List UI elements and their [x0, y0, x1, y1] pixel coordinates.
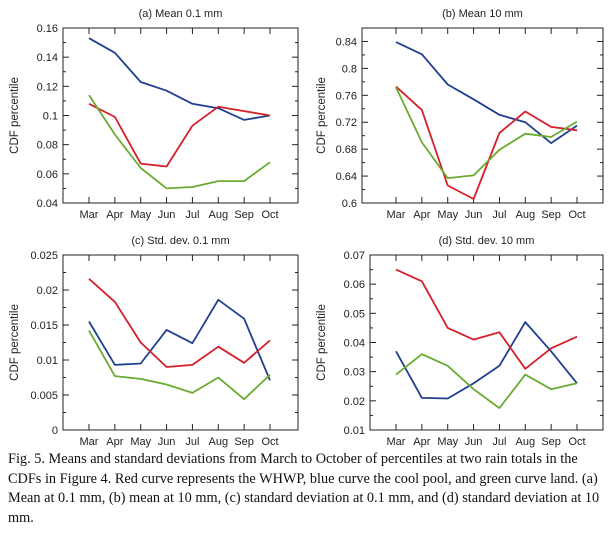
- x-tick-label: Oct: [568, 436, 585, 448]
- y-tick-label: 0.04: [37, 198, 58, 210]
- plot-frame: [369, 254, 604, 431]
- x-tick-label: Jul: [185, 209, 199, 221]
- y-tick-label: 0.14: [37, 52, 58, 64]
- figure-panels: (a) Mean 0.1 mm 0.04 0.06 0.08 0.1 0.12 0.14 0.…: [9, 8, 604, 448]
- y-tick-label: 0: [52, 425, 58, 437]
- plot-frame: [361, 27, 604, 204]
- x-tick-label: May: [437, 209, 458, 221]
- x-tick-label: Jun: [465, 436, 483, 448]
- x-tick-label: Oct: [568, 209, 585, 221]
- series-line-blue: [395, 321, 578, 400]
- series-line-green: [88, 94, 271, 190]
- y-tick-label: 0.8: [342, 63, 357, 75]
- chart-panel-a: (a) Mean 0.1 mm 0.04 0.06 0.08 0.1 0.12 0.14 0.…: [9, 8, 299, 221]
- x-tick-label: Sep: [541, 436, 561, 448]
- x-tick-label: Sep: [234, 209, 254, 221]
- series-line-blue: [395, 41, 578, 145]
- series-line-red: [395, 85, 578, 200]
- y-tick-label: 0.16: [37, 23, 58, 35]
- y-tick-label: 0.025: [30, 250, 58, 262]
- y-tick-label: 0.12: [37, 81, 58, 93]
- y-tick-label: 0.04: [344, 338, 365, 350]
- series-line-green: [88, 330, 271, 401]
- x-tick-label: Jul: [492, 436, 506, 448]
- x-tick-label: Jun: [465, 209, 483, 221]
- x-tick-label: Oct: [261, 436, 278, 448]
- y-tick-label: 0.1: [43, 111, 58, 123]
- y-tick-label: 0.6: [342, 198, 357, 210]
- x-tick-label: May: [130, 436, 151, 448]
- x-tick-label: Aug: [208, 436, 228, 448]
- series-line-green: [395, 353, 578, 410]
- y-tick-label: 0.005: [30, 390, 58, 402]
- x-tick-label: Sep: [234, 436, 254, 448]
- x-tick-label: Jun: [158, 209, 176, 221]
- series-line-red: [395, 268, 578, 370]
- y-axis-label: CDF percentile: [316, 77, 328, 154]
- x-tick-label: May: [130, 209, 151, 221]
- y-tick-label: 0.84: [336, 36, 357, 48]
- chart-panel-c: (c) Std. dev. 0.1 mm 0 0.005 0.01 0.015 0.02 0…: [9, 235, 299, 448]
- y-tick-label: 0.76: [336, 90, 357, 102]
- x-tick-label: Apr: [106, 209, 123, 221]
- y-tick-label: 0.02: [37, 285, 58, 297]
- x-tick-label: Apr: [413, 209, 430, 221]
- y-tick-label: 0.64: [336, 171, 357, 183]
- y-tick-label: 0.07: [344, 250, 365, 262]
- y-tick-label: 0.03: [344, 367, 365, 379]
- y-tick-label: 0.06: [344, 279, 365, 291]
- series-line-blue: [88, 298, 271, 381]
- y-tick-label: 0.01: [344, 425, 365, 437]
- x-tick-label: Apr: [413, 436, 430, 448]
- chart-title: (c) Std. dev. 0.1 mm: [131, 235, 229, 247]
- series-line-red: [88, 278, 271, 368]
- x-tick-label: Jul: [492, 209, 506, 221]
- x-tick-label: Oct: [261, 209, 278, 221]
- series-line-red: [88, 102, 271, 168]
- chart-title: (b) Mean 10 mm: [442, 8, 523, 20]
- chart-panel-d: (d) Std. dev. 10 mm 0.01 0.02 0.03 0.04 0.05 0…: [316, 235, 604, 448]
- x-tick-label: Apr: [106, 436, 123, 448]
- x-tick-label: Aug: [208, 209, 228, 221]
- y-tick-label: 0.72: [336, 117, 357, 129]
- y-tick-label: 0.01: [37, 355, 58, 367]
- x-tick-label: Aug: [515, 436, 535, 448]
- y-tick-label: 0.05: [344, 308, 365, 320]
- y-axis-label: CDF percentile: [9, 304, 21, 381]
- y-axis-label: CDF percentile: [316, 304, 328, 381]
- x-tick-label: Mar: [387, 436, 406, 448]
- y-tick-label: 0.015: [30, 320, 58, 332]
- chart-title: (a) Mean 0.1 mm: [139, 8, 223, 20]
- plot-frame: [62, 27, 299, 204]
- y-axis-label: CDF percentile: [9, 77, 21, 154]
- x-tick-label: Mar: [387, 209, 406, 221]
- x-tick-label: Mar: [80, 436, 99, 448]
- x-tick-label: Sep: [541, 209, 561, 221]
- x-tick-label: Jul: [185, 436, 199, 448]
- x-tick-label: Mar: [80, 209, 99, 221]
- series-line-blue: [88, 37, 271, 121]
- y-tick-label: 0.08: [37, 140, 58, 152]
- x-tick-label: May: [437, 436, 458, 448]
- x-tick-label: Jun: [158, 436, 176, 448]
- y-tick-label: 0.68: [336, 144, 357, 156]
- figure-caption: Fig. 5. Means and standard deviations fr…: [8, 451, 600, 526]
- y-tick-label: 0.02: [344, 396, 365, 408]
- chart-panel-b: (b) Mean 10 mm 0.6 0.64 0.68 0.72 0.76 0.8 0.84…: [316, 8, 604, 221]
- y-tick-label: 0.06: [37, 169, 58, 181]
- series-line-green: [395, 86, 578, 180]
- x-tick-label: Aug: [515, 209, 535, 221]
- chart-title: (d) Std. dev. 10 mm: [439, 235, 535, 247]
- plot-frame: [62, 254, 299, 431]
